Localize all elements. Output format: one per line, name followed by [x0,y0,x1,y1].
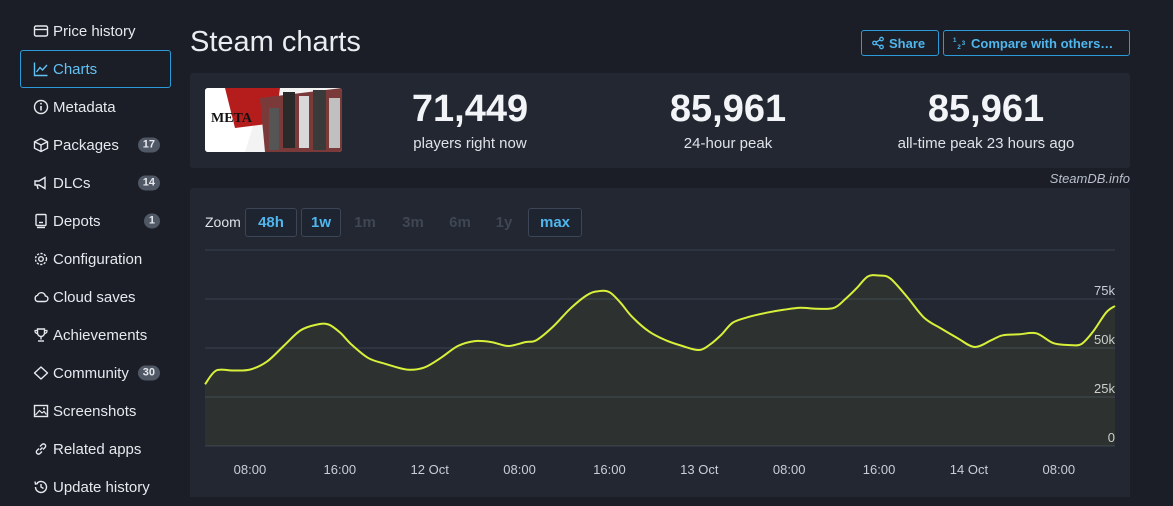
sidebar-item-depots[interactable]: Depots 1 [20,202,171,240]
zoom-6m-button: 6m [449,214,471,231]
x-tick-label: 08:00 [1043,462,1076,477]
compare-label: Compare with others… [971,35,1114,51]
share-label: Share [889,35,926,51]
sidebar-item-cloud-saves[interactable]: Cloud saves [20,278,171,316]
sidebar-item-label: Depots [53,212,101,230]
sidebar-item-price-history[interactable]: Price history [20,12,171,50]
count-badge: 17 [137,137,160,153]
gear-icon [33,251,49,267]
y-tick-label: 0 [1108,430,1115,445]
sidebar-item-dlcs[interactable]: DLCs 14 [20,164,171,202]
zoom-1y-button: 1y [495,214,513,231]
trophy-icon [33,327,49,343]
compare-button[interactable]: 1 2 3 Compare with others… [943,30,1130,56]
community-icon [33,365,49,381]
link-icon [33,441,49,457]
game-thumbnail[interactable]: META [205,88,342,152]
x-tick-label: 16:00 [863,462,896,477]
info-icon [33,99,49,115]
sidebar-item-charts[interactable]: Charts [20,50,171,88]
sidebar-item-label: DLCs [53,174,91,192]
line-chart-icon [33,61,49,77]
x-tick-label: 08:00 [773,462,806,477]
cloud-icon [33,289,49,305]
count-badge: 14 [137,175,160,191]
sidebar-item-label: Price history [53,22,136,40]
sidebar-item-related-apps[interactable]: Related apps [20,430,171,468]
stats-panel: META 71,449 players right now 85,961 24-… [190,73,1130,168]
steamdb-credit[interactable]: SteamDB.info [1049,171,1130,186]
zoom-48h-button[interactable]: 48h [245,208,297,237]
players-now-value: 71,449 [411,88,529,130]
megaphone-icon [33,175,49,191]
series-line [204,274,1116,385]
share-icon [872,36,884,50]
x-tick-label: 08:00 [234,462,267,477]
x-tick-label: 12 Oct [411,462,450,477]
depot-icon [33,213,49,229]
sidebar-item-update-history[interactable]: Update history [20,468,171,506]
x-tick-label: 16:00 [593,462,626,477]
sidebar-item-packages[interactable]: Packages 17 [20,126,171,164]
sidebar-item-screenshots[interactable]: Screenshots [20,392,171,430]
sidebar-item-label: Packages [53,136,119,154]
zoom-max-button[interactable]: max [528,208,582,237]
sidebar-item-label: Charts [53,60,98,78]
series-area [205,275,1115,446]
x-tick-label: 08:00 [503,462,536,477]
svg-text:2: 2 [957,44,961,50]
sidebar-item-configuration[interactable]: Configuration [20,240,171,278]
sidebar-item-label: Configuration [53,250,143,268]
x-tick-label: 16:00 [324,462,357,477]
price-tag-icon [33,23,49,39]
stat-alltime-peak: 85,961 all-time peak 23 hours ago [876,89,1096,152]
y-tick-label: 25k [1094,381,1115,396]
svg-text:1: 1 [953,37,957,44]
history-icon [33,479,49,495]
chart-panel: Zoom 48h 1w 1m 3m 6m 1y max 0 25k 50k 75k 08:00 16:… [190,188,1130,497]
peak-24h-value: 85,961 [669,88,787,130]
image-icon [33,403,49,419]
share-button[interactable]: Share [861,30,939,56]
peak-24h-label: 24-hour peak [683,135,773,152]
sidebar-item-label: Cloud saves [53,288,136,306]
sidebar: Price history Charts Metadata Packages 17 DLC… [20,12,171,506]
x-tick-label: 13 Oct [680,462,719,477]
alltime-peak-value: 85,961 [927,88,1045,130]
sidebar-item-community[interactable]: Community 30 [20,354,171,392]
game-cover-image: META [205,88,342,152]
zoom-label: Zoom [205,214,241,230]
sidebar-item-label: Achievements [53,326,148,344]
stat-24h-peak: 85,961 24-hour peak [633,89,823,152]
sidebar-item-metadata[interactable]: Metadata [20,88,171,126]
sidebar-item-label: Related apps [53,440,142,458]
sidebar-item-label: Community [53,364,129,382]
package-icon [33,137,49,153]
svg-text:META: META [211,111,253,126]
y-tick-label: 50k [1094,332,1115,347]
sidebar-item-label: Screenshots [53,402,137,420]
player-count-chart[interactable]: 0 25k 50k 75k 08:00 16:00 12 Oct 08:00 16:00 13 O… [190,188,1130,497]
y-tick-label: 75k [1094,283,1115,298]
page-title: Steam charts [190,26,361,58]
sidebar-item-achievements[interactable]: Achievements [20,316,171,354]
svg-text:3: 3 [962,40,966,47]
stat-players-now: 71,449 players right now [375,89,565,152]
x-tick-label: 14 Oct [950,462,989,477]
count-badge: 1 [143,213,160,229]
sort-numeric-icon: 1 2 3 [953,37,966,50]
zoom-1w-button[interactable]: 1w [301,208,341,237]
zoom-1m-button: 1m [354,214,376,231]
sidebar-item-label: Update history [53,478,150,496]
sidebar-item-label: Metadata [53,98,116,116]
players-now-label: players right now [413,135,527,152]
alltime-peak-label: all-time peak 23 hours ago [897,135,1075,152]
count-badge: 30 [137,365,160,381]
zoom-3m-button: 3m [402,214,424,231]
